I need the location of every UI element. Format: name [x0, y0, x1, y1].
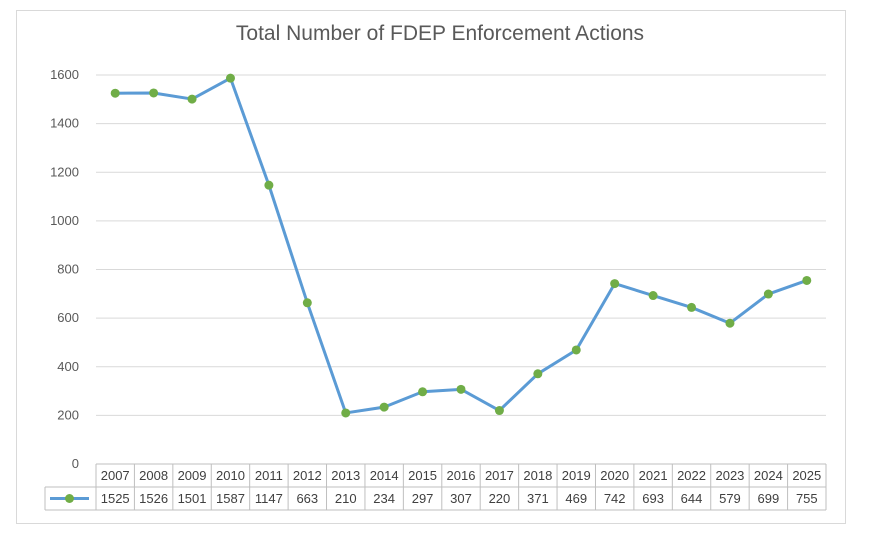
- data-label: 1587: [216, 491, 245, 506]
- x-tick-label: 2015: [408, 468, 437, 483]
- y-tick-label: 1400: [50, 116, 79, 131]
- data-point: [610, 279, 620, 289]
- series-line: [113, 76, 809, 415]
- data-point: [648, 291, 658, 301]
- data-label: 693: [642, 491, 664, 506]
- data-point: [687, 302, 697, 312]
- data-label: 663: [296, 491, 318, 506]
- data-point: [187, 94, 197, 104]
- x-tick-label: 2012: [293, 468, 322, 483]
- data-point: [110, 88, 120, 98]
- x-tick-label: 2023: [715, 468, 744, 483]
- y-tick-label: 800: [57, 262, 79, 277]
- x-tick-label: 2022: [677, 468, 706, 483]
- data-label: 579: [719, 491, 741, 506]
- data-point: [571, 345, 581, 355]
- data-label: 307: [450, 491, 472, 506]
- x-tick-label: 2018: [523, 468, 552, 483]
- x-tick-label: 2007: [101, 468, 130, 483]
- x-tick-label: 2011: [255, 468, 283, 483]
- x-tick-label: 2009: [178, 468, 207, 483]
- data-point: [802, 275, 812, 285]
- y-tick-label: 600: [57, 310, 79, 325]
- y-tick-label: 200: [57, 407, 79, 422]
- x-tick-label: 2021: [639, 468, 668, 483]
- x-tick-label: 2010: [216, 468, 245, 483]
- data-point: [379, 402, 389, 412]
- y-tick-label: 400: [57, 359, 79, 374]
- legend-marker: [65, 494, 74, 503]
- y-tick-label: 1200: [50, 164, 79, 179]
- data-label: 742: [604, 491, 626, 506]
- data-point: [533, 369, 543, 379]
- y-tick-label: 0: [72, 456, 79, 471]
- data-label: 210: [335, 491, 357, 506]
- x-tick-label: 2024: [754, 468, 783, 483]
- data-point: [725, 318, 735, 328]
- x-tick-label: 2016: [447, 468, 476, 483]
- data-label: 1501: [178, 491, 207, 506]
- data-label: 755: [796, 491, 818, 506]
- data-point: [302, 298, 312, 308]
- data-point: [456, 384, 466, 394]
- y-tick-label: 1600: [50, 67, 79, 82]
- data-point: [418, 387, 428, 397]
- x-tick-label: 2019: [562, 468, 591, 483]
- data-label: 644: [681, 491, 703, 506]
- x-tick-label: 2008: [139, 468, 168, 483]
- y-tick-label: 1000: [50, 213, 79, 228]
- data-point: [264, 180, 274, 190]
- data-label: 371: [527, 491, 549, 506]
- data-point: [494, 406, 504, 416]
- data-label: 234: [373, 491, 395, 506]
- data-label: 1526: [139, 491, 168, 506]
- data-point: [341, 408, 351, 418]
- x-tick-label: 2025: [792, 468, 821, 483]
- data-label: 469: [565, 491, 587, 506]
- x-tick-label: 2014: [370, 468, 399, 483]
- chart-title: Total Number of FDEP Enforcement Actions: [235, 22, 645, 45]
- x-tick-label: 2017: [485, 468, 514, 483]
- data-point: [763, 289, 773, 299]
- data-label: 1525: [101, 491, 130, 506]
- data-label: 1147: [255, 491, 283, 506]
- data-label: 297: [412, 491, 434, 506]
- data-label: 220: [489, 491, 511, 506]
- data-label: 699: [758, 491, 780, 506]
- data-point: [225, 73, 235, 83]
- x-tick-label: 2020: [600, 468, 629, 483]
- x-tick-label: 2013: [331, 468, 360, 483]
- data-point: [149, 88, 159, 98]
